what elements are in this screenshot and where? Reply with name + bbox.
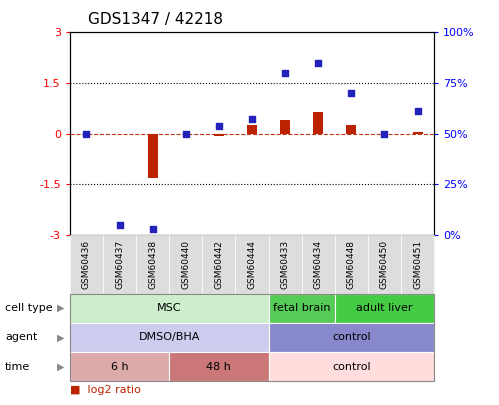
Text: cell type: cell type — [5, 303, 52, 313]
Text: control: control — [332, 362, 371, 371]
Text: GSM60444: GSM60444 — [248, 240, 256, 289]
Point — [248, 116, 256, 123]
Text: ▶: ▶ — [57, 362, 65, 371]
Text: agent: agent — [5, 333, 37, 342]
Point — [380, 130, 388, 137]
Point — [347, 90, 355, 96]
Point — [82, 130, 90, 137]
Text: ▶: ▶ — [57, 303, 65, 313]
Bar — [413, 132, 423, 134]
Text: GSM60442: GSM60442 — [215, 240, 224, 289]
Point — [281, 70, 289, 76]
Text: GSM60450: GSM60450 — [380, 240, 389, 289]
Text: GDS1347 / 42218: GDS1347 / 42218 — [88, 12, 223, 27]
Text: time: time — [5, 362, 30, 371]
Text: GSM60451: GSM60451 — [413, 240, 422, 289]
Bar — [214, 134, 224, 136]
Point — [314, 60, 322, 66]
Text: 6 h: 6 h — [111, 362, 128, 371]
Bar — [313, 112, 323, 134]
Bar — [280, 120, 290, 134]
Text: MSC: MSC — [157, 303, 182, 313]
Text: fetal brain: fetal brain — [273, 303, 330, 313]
Text: GSM60438: GSM60438 — [148, 240, 157, 289]
Text: adult liver: adult liver — [356, 303, 413, 313]
Text: DMSO/BHA: DMSO/BHA — [139, 333, 200, 342]
Text: ▶: ▶ — [57, 333, 65, 342]
Bar — [148, 134, 158, 177]
Text: GSM60437: GSM60437 — [115, 240, 124, 289]
Bar — [247, 125, 257, 134]
Point — [215, 122, 223, 129]
Point — [149, 226, 157, 232]
Text: ■  log2 ratio: ■ log2 ratio — [70, 385, 141, 395]
Text: GSM60440: GSM60440 — [181, 240, 190, 289]
Text: GSM60433: GSM60433 — [280, 240, 289, 289]
Text: control: control — [332, 333, 371, 342]
Text: 48 h: 48 h — [207, 362, 232, 371]
Point — [414, 108, 422, 115]
Text: GSM60448: GSM60448 — [347, 240, 356, 289]
Text: GSM60434: GSM60434 — [314, 240, 323, 289]
Point — [182, 130, 190, 137]
Bar — [346, 125, 356, 134]
Point — [116, 222, 124, 228]
Text: GSM60436: GSM60436 — [82, 240, 91, 289]
